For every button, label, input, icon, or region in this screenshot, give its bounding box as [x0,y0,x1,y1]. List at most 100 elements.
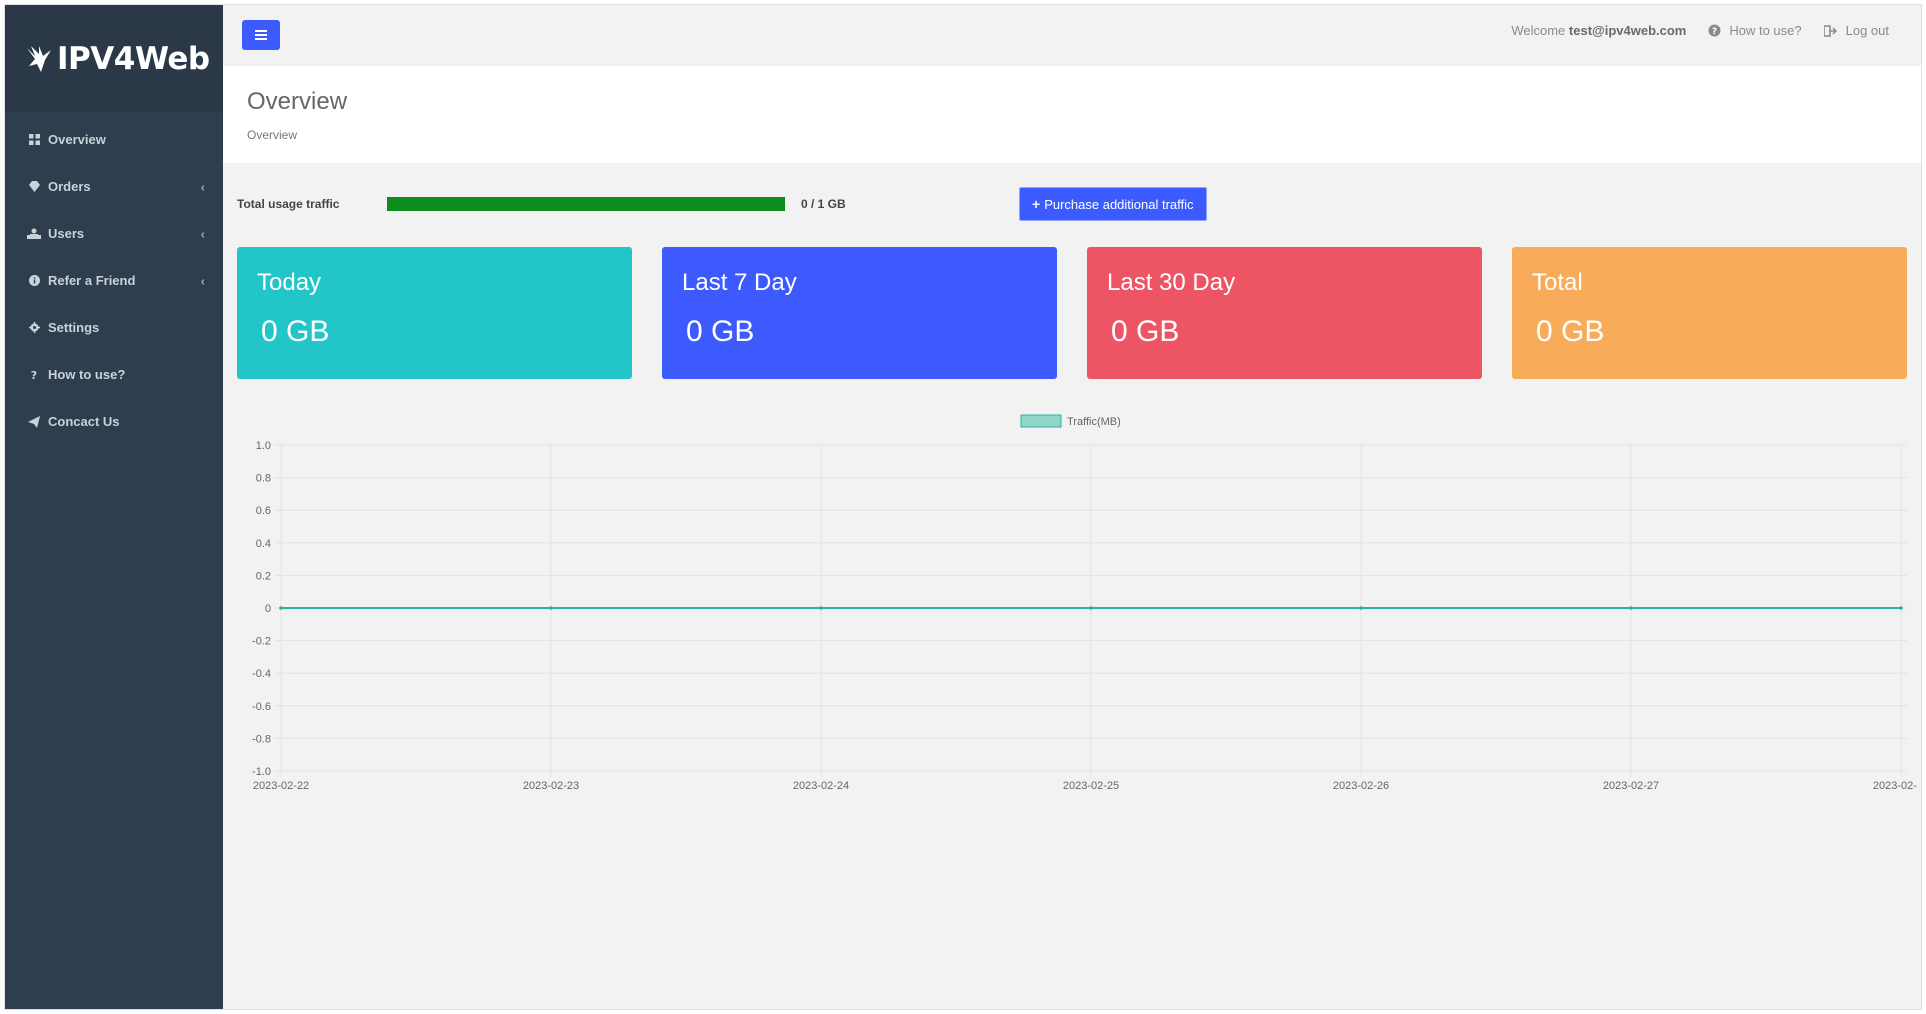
stat-card-title: Last 30 Day [1107,269,1236,296]
chevron-left-icon: ‹ [200,273,205,288]
logout-link[interactable]: Log out [1823,23,1889,38]
sidebar-item-label: Overview [48,132,106,147]
y-tick-label: 0.4 [256,538,271,550]
info-icon [27,274,41,288]
y-tick-label: 0.2 [256,570,271,582]
y-tick-label: 0 [265,603,271,615]
main-area: Welcome test@ipv4web.com ? How to use? [223,5,1921,1009]
stat-card-value: 0 GB [686,315,755,348]
logout-label: Log out [1845,23,1889,38]
data-point [279,606,283,610]
x-tick-label: 2023-02-25 [1063,780,1119,792]
data-point [1359,606,1363,610]
usage-progress-bar [387,197,785,211]
x-tick-label: 2023-02-24 [793,780,849,792]
user-email: test@ipv4web.com [1568,23,1687,38]
usage-row: Total usage traffic 0 / 1 GB + Purchase … [237,187,1207,221]
y-tick-label: -0.6 [252,701,271,713]
traffic-chart-svg: 1.0 0.8 0.6 0.4 0.2 0 -0.2 -0.4 -0.6 -0.8 -1.0 2023… [252,414,1917,792]
svg-text:?: ? [1712,27,1717,37]
brand[interactable]: IPV4Web [5,5,223,112]
svg-text:?: ? [31,369,37,380]
chevron-left-icon: ‹ [200,226,205,241]
send-icon [27,415,41,429]
purchase-traffic-button[interactable]: + Purchase additional traffic [1019,187,1207,221]
y-tick-label: -0.2 [252,636,271,648]
gear-icon [27,321,41,335]
breadcrumb[interactable]: Overview [247,128,298,142]
x-tick-label: 2023-02-27 [1603,780,1659,792]
sidebar-item-label: Orders [48,179,91,194]
sidebar-item-refer-a-friend[interactable]: Refer a Friend ‹ [5,257,223,304]
stat-card-value: 0 GB [261,315,330,348]
sidebar-nav: Overview Orders ‹ Users ‹ Refer a Friend ‹ Sett… [5,116,223,445]
sidebar-item-settings[interactable]: Settings [5,304,223,351]
purchase-label: Purchase additional traffic [1044,196,1194,212]
stat-card-title: Last 7 Day [682,269,797,296]
chevron-left-icon: ‹ [200,179,205,194]
stat-card-today: Today 0 GB [237,247,632,379]
x-tick-label: 2023-02-28 [1873,780,1917,792]
sidebar-item-users[interactable]: Users ‹ [5,210,223,257]
sidebar-item-how-to-use[interactable]: ? How to use? [5,351,223,398]
y-tick-label: 0.8 [256,473,271,485]
hamburger-icon [255,30,267,40]
sidebar-item-orders[interactable]: Orders ‹ [5,163,223,210]
plus-icon: + [1032,196,1041,212]
y-tick-label: 0.6 [256,505,271,517]
sidebar-item-label: How to use? [48,367,126,382]
usage-label: Total usage traffic [237,197,340,211]
bird-logo-icon [27,45,51,72]
diamond-icon [27,180,41,194]
legend-label: Traffic(MB) [1067,416,1121,428]
legend-swatch [1020,414,1062,428]
brand-logo: IPV4Web [25,41,210,77]
data-point [1629,606,1633,610]
sidebar-item-concact-us[interactable]: Concact Us [5,398,223,445]
topbar: Welcome test@ipv4web.com ? How to use? [223,5,1921,66]
stat-card-last-7-day: Last 7 Day 0 GB [662,247,1057,379]
sidebar-item-label: Settings [48,320,100,335]
usage-text: 0 / 1 GB [801,197,846,211]
question-circle-icon: ? [1708,24,1721,37]
sidebar-item-label: Refer a Friend [48,273,136,288]
question-icon: ? [27,368,41,382]
y-tick-label: -1.0 [252,766,271,778]
stat-card-title: Today [257,269,322,296]
welcome-prefix: Welcome [1511,23,1566,38]
how-to-use-label: How to use? [1729,23,1802,38]
stat-card-last-30-day: Last 30 Day 0 GB [1087,247,1482,379]
data-point [1899,606,1903,610]
sidebar-item-overview[interactable]: Overview [5,116,223,163]
stat-card-value: 0 GB [1111,315,1180,348]
x-tick-label: 2023-02-26 [1333,780,1389,792]
menu-toggle-button[interactable] [242,20,280,50]
how-to-use-link[interactable]: ? How to use? [1708,23,1802,38]
page-title: Overview [247,88,348,115]
data-point [549,606,553,610]
stat-card-value: 0 GB [1536,315,1605,348]
topbar-right: Welcome test@ipv4web.com ? How to use? [1511,23,1889,38]
sign-out-icon [1823,24,1837,37]
stat-card-total: Total 0 GB [1512,247,1907,379]
stat-card-title: Total [1532,269,1583,296]
welcome-text: Welcome test@ipv4web.com [1511,23,1686,38]
brand-name: IPV4Web [57,40,210,77]
users-icon [27,227,41,241]
y-tick-label: 1.0 [256,440,271,452]
sidebar-item-label: Concact Us [48,414,120,429]
x-tick-label: 2023-02-23 [523,780,579,792]
usage-progress-fill [387,197,785,211]
page-header: Overview Overview [223,66,1921,163]
x-tick-label: 2023-02-22 [253,780,309,792]
sidebar-item-label: Users [48,226,85,241]
data-point [1089,606,1093,610]
traffic-chart: 1.0 0.8 0.6 0.4 0.2 0 -0.2 -0.4 -0.6 -0.8 -1.0 2023… [237,413,1917,805]
stat-cards: Today 0 GB Last 7 Day 0 GB Last 30 Day 0 GB To… [237,247,1907,379]
sidebar: IPV4Web Overview Orders ‹ Users ‹ Refer a Fri… [5,5,223,1009]
y-tick-label: -0.4 [252,668,271,680]
dashboard-icon [27,133,41,147]
y-tick-label: -0.8 [252,733,271,745]
app-window: IPV4Web Overview Orders ‹ Users ‹ Refer a Fri… [4,4,1922,1010]
data-point [819,606,823,610]
